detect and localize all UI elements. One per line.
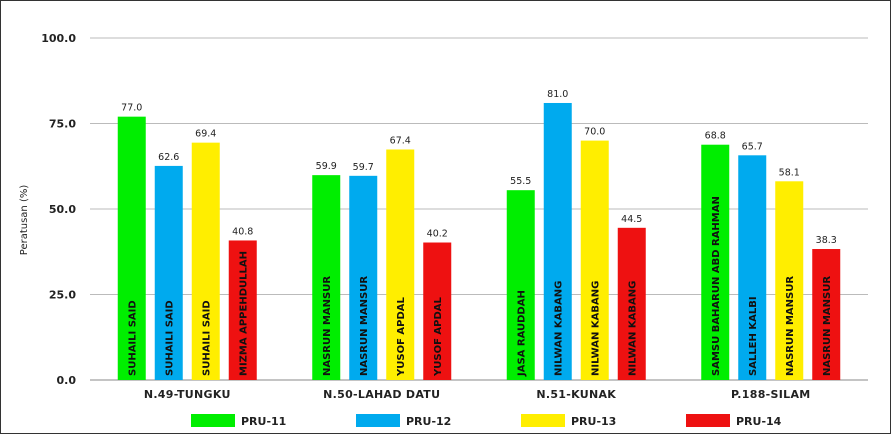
bar-candidate-label: NILWAN KABANG	[590, 281, 601, 376]
bar	[775, 181, 804, 380]
data-label: 55.5	[510, 176, 531, 187]
x-axis-categories: N.49-TUNGKU N.50-LAHAD DATU N.51-KUNAK P.18…	[144, 388, 811, 401]
data-label: 40.8	[232, 226, 253, 237]
bar	[701, 144, 730, 380]
x-category-label: N.51-KUNAK	[536, 388, 616, 401]
bar-candidate-label: NASRUN MANSUR	[822, 276, 833, 376]
legend-label: PRU-13	[571, 415, 616, 428]
x-category-label: N.50-LAHAD DATU	[323, 388, 440, 401]
data-label: 59.7	[353, 162, 374, 173]
bar	[423, 242, 452, 380]
y-tick-label: 75.0	[49, 118, 76, 131]
y-axis-ticks: 0.0 25.0 50.0 75.0 100.0	[41, 32, 76, 387]
bar	[543, 102, 572, 380]
bar	[738, 155, 767, 380]
bar-candidate-label: MIZMA APPEHDULLAH	[238, 251, 249, 376]
bar-candidate-label: NILWAN KABANG	[627, 281, 638, 376]
bar	[228, 240, 257, 380]
data-label: 77.0	[121, 103, 142, 114]
bar-candidate-label: YUSOF APDAL	[396, 297, 407, 377]
data-label: 69.4	[195, 129, 216, 140]
legend: PRU-11 PRU-12 PRU-13 PRU-14	[191, 414, 782, 428]
legend-label: PRU-12	[406, 415, 451, 428]
bar	[312, 175, 341, 380]
bar	[154, 165, 183, 380]
bar-candidate-label: NASRUN MANSUR	[785, 276, 796, 376]
bar-candidate-label: JASA RAUDDAH	[516, 290, 527, 377]
bar-candidate-label: NILWAN KABANG	[553, 281, 564, 376]
bar-candidate-label: NASRUN MANSUR	[322, 276, 333, 376]
bar	[580, 140, 609, 380]
data-label: 40.2	[427, 229, 448, 240]
bar	[117, 116, 146, 380]
legend-swatch	[686, 414, 730, 427]
data-label: 59.9	[316, 161, 337, 172]
bar-candidate-label: SALLEH KALBI	[748, 296, 759, 376]
data-label: 67.4	[390, 135, 411, 146]
data-label: 70.0	[584, 127, 605, 138]
bar-candidate-label: YUSOF APDAL	[433, 297, 444, 377]
legend-label: PRU-11	[241, 415, 286, 428]
x-category-label: N.49-TUNGKU	[144, 388, 231, 401]
bar	[191, 142, 220, 380]
bar-candidate-label: SUHAILI SAID	[127, 300, 138, 376]
bar	[349, 175, 378, 380]
legend-swatch	[191, 414, 235, 427]
data-label: 58.1	[779, 167, 800, 178]
bar-candidate-label: SUHAILI SAID	[201, 300, 212, 376]
data-label: 62.6	[158, 152, 179, 163]
bar	[386, 149, 415, 380]
bar	[617, 227, 646, 380]
data-label: 44.5	[621, 214, 642, 225]
y-tick-label: 25.0	[49, 289, 76, 302]
legend-swatch	[356, 414, 400, 427]
bar-candidate-label: NASRUN MANSUR	[359, 276, 370, 376]
y-tick-label: 0.0	[57, 374, 77, 387]
data-label: 68.8	[705, 131, 726, 142]
data-label: 65.7	[742, 141, 763, 152]
bars: 77.0 SUHAILI SAID 62.6 SUHAILI SAID 69.4 SUHA…	[117, 89, 841, 380]
data-label: 38.3	[816, 235, 837, 246]
bar-candidate-label: SAMSU BAHARUN ABD RAHMAN	[711, 196, 722, 376]
x-category-label: P.188-SILAM	[731, 388, 811, 401]
y-tick-label: 50.0	[49, 203, 76, 216]
legend-label: PRU-14	[736, 415, 782, 428]
y-axis-title: Peratusan (%)	[19, 185, 30, 256]
y-tick-label: 100.0	[41, 32, 76, 45]
bar	[506, 190, 535, 380]
legend-swatch	[521, 414, 565, 427]
bar-candidate-label: SUHAILI SAID	[164, 300, 175, 376]
bar	[812, 249, 841, 380]
data-label: 81.0	[547, 89, 568, 100]
